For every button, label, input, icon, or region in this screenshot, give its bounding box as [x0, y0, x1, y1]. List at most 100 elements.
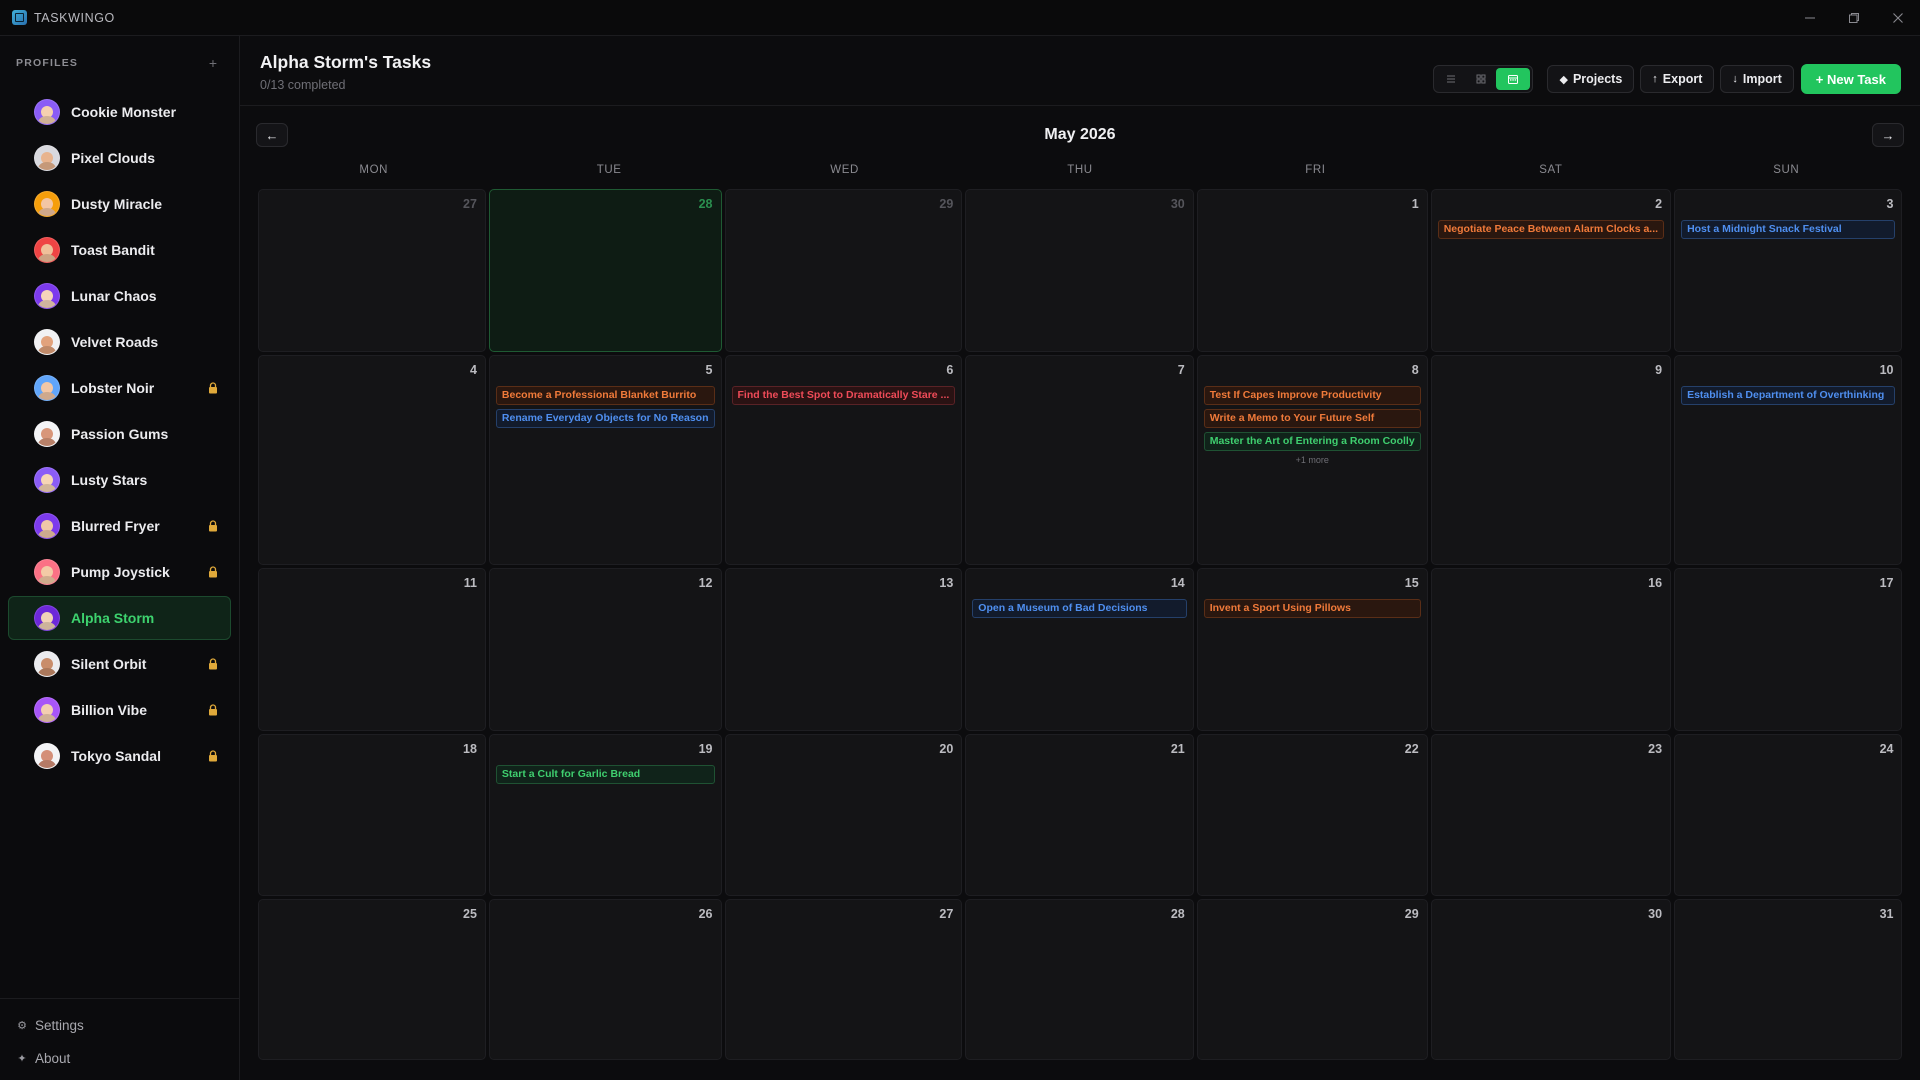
- calendar-day-cell[interactable]: 18: [257, 734, 486, 896]
- calendar-day-cell[interactable]: 29: [724, 189, 963, 352]
- weekday-header: MON TUE WED THU FRI SAT SUN: [256, 164, 1904, 176]
- task-chip[interactable]: Test If Capes Improve Productivity: [1203, 386, 1421, 405]
- profile-item[interactable]: Lobster Noir: [8, 366, 231, 410]
- day-number: 30: [1648, 907, 1663, 921]
- profile-item[interactable]: Toast Bandit: [8, 228, 231, 272]
- calendar-day-cell[interactable]: 12: [488, 568, 722, 731]
- calendar-day-cell[interactable]: 27: [257, 189, 486, 352]
- profile-name: Toast Bandit: [71, 242, 155, 258]
- calendar-day-cell[interactable]: 31: [1674, 899, 1903, 1060]
- profile-name: Dusty Miracle: [71, 196, 163, 212]
- calendar-day-cell[interactable]: 24: [1674, 734, 1903, 896]
- lock-icon: [208, 658, 218, 670]
- calendar-day-cell[interactable]: 11: [257, 568, 486, 731]
- avatar: [34, 283, 60, 309]
- restore-button[interactable]: [1832, 0, 1876, 36]
- sidebar-footer: ⚙ Settings ✦ About: [0, 998, 240, 1080]
- task-chip[interactable]: Find the Best Spot to Dramatically Stare…: [731, 386, 956, 405]
- profile-item[interactable]: Passion Gums: [8, 412, 231, 456]
- calendar-view-button[interactable]: [1496, 68, 1531, 90]
- task-chip[interactable]: Establish a Department of Overthinking: [1681, 386, 1896, 405]
- profile-item[interactable]: Dusty Miracle: [8, 182, 231, 226]
- lock-icon: [208, 704, 218, 716]
- profile-item[interactable]: Billion Vibe: [8, 688, 231, 732]
- avatar-face: [41, 290, 53, 302]
- avatar-face: [41, 336, 53, 348]
- calendar-day-cell[interactable]: 13: [724, 568, 963, 731]
- calendar-day-cell[interactable]: 20: [724, 734, 963, 896]
- calendar-day-cell[interactable]: 22: [1196, 734, 1428, 896]
- calendar-day-cell[interactable]: 14 Open a Museum of Bad Decisions: [965, 568, 1194, 731]
- day-number: 27: [463, 197, 477, 211]
- calendar-day-cell[interactable]: 5 Become a Professional Blanket Burrito Re…: [488, 355, 722, 565]
- profile-item[interactable]: Cookie Monster: [8, 90, 231, 134]
- profile-item[interactable]: Silent Orbit: [8, 642, 231, 686]
- list-icon: [1447, 75, 1456, 83]
- sidebar-settings-link[interactable]: ⚙ Settings: [0, 1009, 240, 1042]
- list-view-button[interactable]: [1436, 68, 1466, 90]
- calendar-day-cell[interactable]: 30: [1430, 899, 1672, 1060]
- minimize-icon: [1805, 17, 1815, 19]
- profile-item[interactable]: Lunar Chaos: [8, 274, 231, 318]
- calendar-day-cell[interactable]: 29: [1196, 899, 1428, 1060]
- calendar-day-cell[interactable]: 28: [965, 899, 1194, 1060]
- profile-item[interactable]: Lusty Stars: [8, 458, 231, 502]
- calendar-day-cell[interactable]: 3 Host a Midnight Snack Festival: [1674, 189, 1903, 352]
- calendar-day-cell[interactable]: 19 Start a Cult for Garlic Bread: [488, 734, 722, 896]
- calendar-day-cell[interactable]: 8 Test If Capes Improve Productivity Write…: [1196, 355, 1428, 565]
- more-tasks-link[interactable]: +1 more: [1295, 455, 1329, 465]
- profile-name: Lunar Chaos: [71, 288, 157, 304]
- calendar-day-cell[interactable]: 27: [724, 899, 963, 1060]
- task-chip[interactable]: Rename Everyday Objects for No Reason: [495, 409, 715, 428]
- export-button[interactable]: ↑ Export: [1640, 65, 1715, 93]
- profile-item[interactable]: Tokyo Sandal: [8, 734, 231, 778]
- day-number: 13: [939, 576, 954, 590]
- previous-month-button[interactable]: ←: [256, 123, 288, 147]
- task-chip[interactable]: Host a Midnight Snack Festival: [1681, 220, 1896, 239]
- task-chip[interactable]: Invent a Sport Using Pillows: [1203, 599, 1421, 618]
- toolbar: ◆ Projects ↑ Export ↓ Import + New Task: [1433, 64, 1901, 94]
- calendar-day-cell[interactable]: 30: [965, 189, 1194, 352]
- calendar-day-cell[interactable]: 15 Invent a Sport Using Pillows: [1196, 568, 1428, 731]
- avatar-face: [41, 658, 53, 670]
- task-chip[interactable]: Become a Professional Blanket Burrito: [495, 386, 715, 405]
- next-month-button[interactable]: →: [1872, 123, 1904, 147]
- calendar-day-cell[interactable]: 23: [1430, 734, 1672, 896]
- profile-item[interactable]: Pump Joystick: [8, 550, 231, 594]
- calendar-day-cell[interactable]: 25: [257, 899, 486, 1060]
- calendar-day-cell[interactable]: 2 Negotiate Peace Between Alarm Clocks a.…: [1430, 189, 1672, 352]
- day-number: 4: [469, 363, 477, 377]
- grid-view-button[interactable]: [1466, 68, 1496, 90]
- close-icon: [1893, 13, 1903, 23]
- profile-item[interactable]: Alpha Storm: [8, 596, 231, 640]
- task-chip[interactable]: Open a Museum of Bad Decisions: [972, 599, 1187, 618]
- projects-button[interactable]: ◆ Projects: [1547, 65, 1635, 93]
- calendar-day-cell[interactable]: 16: [1430, 568, 1672, 731]
- calendar-day-cell[interactable]: 17: [1674, 568, 1903, 731]
- avatar-face: [41, 612, 53, 624]
- calendar-day-cell[interactable]: 10 Establish a Department of Overthinking: [1674, 355, 1903, 565]
- calendar-day-cell[interactable]: 7: [965, 355, 1194, 565]
- calendar-day-cell[interactable]: 4: [257, 355, 486, 565]
- add-profile-button[interactable]: +: [209, 55, 217, 71]
- sidebar-about-link[interactable]: ✦ About: [0, 1042, 240, 1075]
- day-number: 26: [698, 907, 713, 921]
- task-chip[interactable]: Master the Art of Entering a Room Coolly: [1203, 432, 1421, 451]
- calendar-day-cell[interactable]: 9: [1430, 355, 1672, 565]
- new-task-button[interactable]: + New Task: [1800, 64, 1901, 94]
- calendar-day-cell[interactable]: 21: [965, 734, 1194, 896]
- calendar-day-cell[interactable]: 28: [488, 189, 722, 352]
- calendar-day-cell[interactable]: 6 Find the Best Spot to Dramatically Star…: [724, 355, 963, 565]
- profile-item[interactable]: Velvet Roads: [8, 320, 231, 364]
- close-button[interactable]: [1876, 0, 1920, 36]
- calendar-day-cell[interactable]: 26: [488, 899, 722, 1060]
- task-chip[interactable]: Negotiate Peace Between Alarm Clocks a..…: [1437, 220, 1665, 239]
- import-button[interactable]: ↓ Import: [1720, 65, 1794, 93]
- task-chip[interactable]: Write a Memo to Your Future Self: [1203, 409, 1421, 428]
- minimize-button[interactable]: [1788, 0, 1832, 36]
- profile-item[interactable]: Blurred Fryer: [8, 504, 231, 548]
- avatar-face: [41, 106, 53, 118]
- task-chip[interactable]: Start a Cult for Garlic Bread: [495, 765, 715, 784]
- calendar-day-cell[interactable]: 1: [1196, 189, 1428, 352]
- profile-item[interactable]: Pixel Clouds: [8, 136, 231, 180]
